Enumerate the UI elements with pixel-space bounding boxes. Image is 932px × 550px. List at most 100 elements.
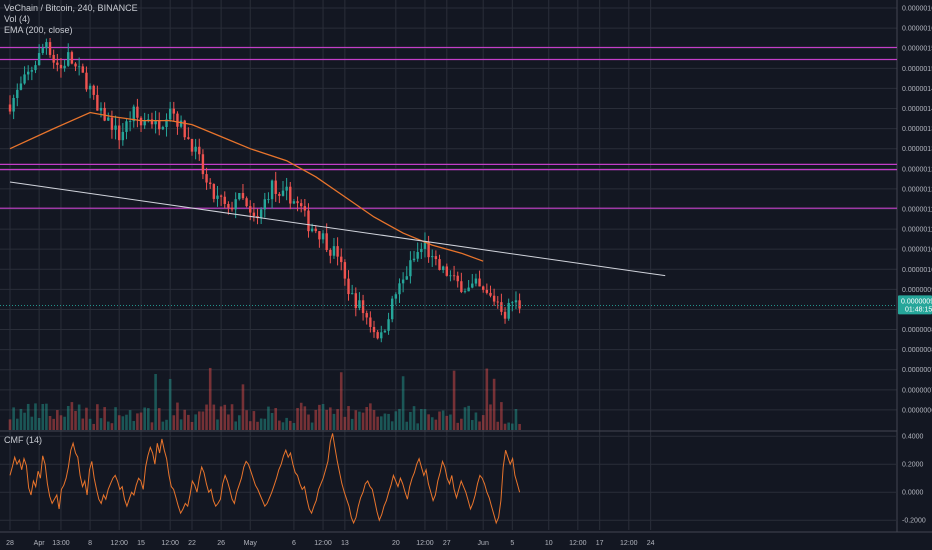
volume-bar [376, 416, 379, 430]
time-tick-label: 15 [137, 540, 145, 547]
candle-body [139, 117, 143, 126]
candle-body [423, 242, 427, 249]
candle-body [77, 66, 81, 68]
volume-legend[interactable]: Vol (4) [4, 14, 31, 24]
candle-body [361, 300, 365, 314]
price-tick-label: 0.00000135 [902, 126, 932, 133]
volume-bar [190, 421, 194, 430]
resistance-levels [0, 46, 897, 209]
volume-bar [30, 416, 34, 430]
candle-body [310, 228, 314, 232]
volume-bar [219, 406, 223, 430]
ema-legend[interactable]: EMA (200, close) [4, 25, 73, 35]
volume-bar [285, 417, 288, 430]
candle-body [274, 180, 277, 194]
candle-body [434, 256, 438, 260]
volume-bar [110, 423, 114, 430]
volume-bar [430, 417, 434, 430]
candle-body [518, 300, 521, 309]
candle-body [121, 131, 125, 141]
candle-body [325, 233, 328, 251]
volume-bar [205, 404, 208, 430]
volume-bar [478, 421, 481, 430]
candle-body [281, 190, 285, 196]
volume-bar [339, 372, 343, 430]
volume-bar [19, 408, 23, 430]
candle-body [110, 117, 114, 130]
candle-body [365, 313, 368, 318]
volume-bar [52, 418, 55, 430]
price-tick-label: 0.00000165 [902, 6, 932, 13]
candle-body [492, 295, 496, 302]
time-tick-label: 20 [392, 540, 400, 547]
candle-body [460, 281, 463, 292]
candle-body [205, 174, 208, 183]
candle-body [380, 332, 383, 339]
candle-body [503, 311, 507, 319]
candle-body [172, 108, 175, 114]
candle-body [150, 119, 154, 125]
candle-body [23, 74, 26, 84]
cmf-legend-label[interactable]: CMF (14) [4, 435, 42, 445]
candle-body [125, 121, 128, 132]
ema-line [9, 111, 484, 262]
candle-body [489, 292, 492, 296]
candle-body [238, 193, 241, 200]
candle-body [278, 193, 281, 196]
volume-bar [63, 416, 66, 430]
time-tick-label: 6 [292, 540, 296, 547]
volume-bar [441, 410, 445, 430]
volume-bar [157, 408, 161, 430]
cmf-legend: CMF (14) [4, 435, 42, 446]
candle-body [514, 300, 518, 303]
candle-body [63, 65, 66, 69]
volume-bar [383, 413, 387, 430]
candle-body [230, 207, 234, 210]
price-tick-label: 0.00000130 [902, 146, 932, 153]
candle-body [336, 246, 339, 257]
time-tick-label: 28 [6, 540, 14, 547]
volume-bar [66, 405, 70, 430]
candle-body [249, 206, 252, 213]
volume-bar [420, 409, 423, 430]
candle-body [183, 120, 186, 138]
candle-body [289, 186, 292, 204]
volume-bar [361, 412, 365, 430]
volume-bars [8, 367, 521, 430]
volume-bar [194, 414, 197, 430]
volume-bar [267, 406, 270, 430]
price-tick-label: 0.00000140 [902, 106, 932, 113]
volume-bar [15, 418, 19, 430]
price-tick-label: 0.00000100 [902, 267, 932, 274]
volume-bar [201, 411, 205, 430]
time-tick-label: 12:00 [161, 540, 179, 547]
candle-body [416, 252, 419, 259]
candle-body [27, 71, 30, 75]
volume-bar [23, 412, 26, 430]
volume-bar [372, 410, 376, 430]
candle-body [30, 70, 34, 72]
volume-bar [230, 404, 234, 430]
time-axis[interactable]: 28 Apr 13:00 8 12:00 15 12:00 22 26 May 6 12:00 13 20… [6, 540, 655, 547]
time-tick-label: Jun [478, 540, 489, 547]
volume-bar [248, 421, 252, 430]
time-tick-label: 17 [596, 540, 604, 547]
candle-body [318, 231, 321, 240]
volume-bar [507, 422, 510, 430]
candle-body [300, 203, 303, 207]
symbol-title[interactable]: VeChain / Bitcoin, 240, BINANCE [4, 3, 138, 13]
candle-body [34, 65, 37, 71]
volume-bar [463, 407, 467, 430]
volume-bar [303, 406, 307, 430]
price-tick-label: 0.00000105 [902, 247, 932, 254]
volume-bar [492, 378, 496, 430]
candle-body [198, 146, 201, 155]
candle-body [303, 206, 307, 211]
candle-body [427, 242, 430, 258]
volume-bar [132, 421, 136, 430]
candle-body [92, 85, 95, 95]
candle-body [59, 64, 63, 69]
volume-bar [92, 423, 96, 430]
price-axis[interactable]: 0.00000165 0.00000160 0.00000155 0.00000150… [898, 6, 932, 415]
